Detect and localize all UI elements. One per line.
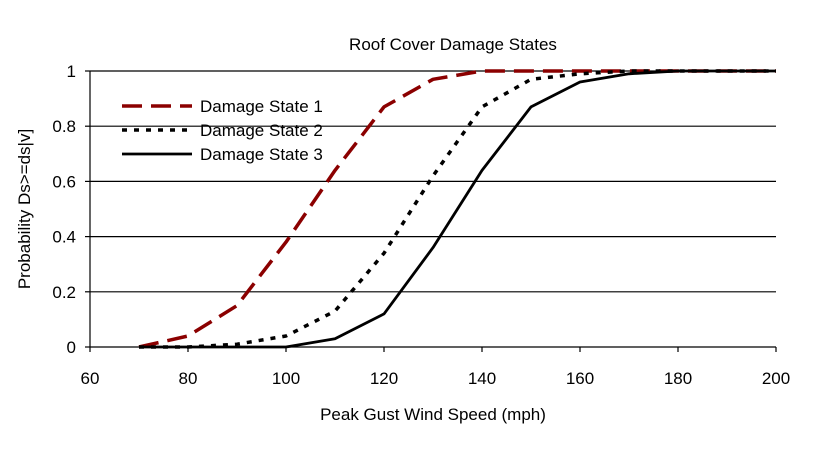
- x-tick-label-3: 120: [370, 369, 398, 388]
- legend-label-1: Damage State 1: [200, 97, 323, 116]
- y-tick-label-4: 0.8: [52, 117, 76, 136]
- legend-label-3: Damage State 3: [200, 145, 323, 164]
- x-tick-label-2: 100: [272, 369, 300, 388]
- x-tick-label-6: 180: [664, 369, 692, 388]
- y-tick-label-2: 0.4: [52, 228, 76, 247]
- x-tick-label-7: 200: [762, 369, 790, 388]
- y-tick-label-1: 0.2: [52, 283, 76, 302]
- x-tick-label-5: 160: [566, 369, 594, 388]
- x-axis-label: Peak Gust Wind Speed (mph): [320, 405, 546, 424]
- chart-title: Roof Cover Damage States: [349, 35, 557, 54]
- grid-layer: [90, 70, 776, 293]
- legend-label-2: Damage State 2: [200, 121, 323, 140]
- series-layer: [138, 69, 776, 349]
- series-line-3: [139, 69, 776, 349]
- axes-layer: [85, 70, 777, 352]
- y-tick-label-3: 0.6: [52, 172, 76, 191]
- x-tick-label-4: 140: [468, 369, 496, 388]
- x-tick-label-0: 60: [81, 369, 100, 388]
- y-tick-label-0: 0: [67, 338, 76, 357]
- legend: Damage State 1 Damage State 2 Damage State…: [122, 97, 323, 164]
- y-axis-label: Probability Ds>=ds|v]: [15, 129, 34, 289]
- x-tick-label-1: 80: [179, 369, 198, 388]
- y-tick-label-5: 1: [67, 62, 76, 81]
